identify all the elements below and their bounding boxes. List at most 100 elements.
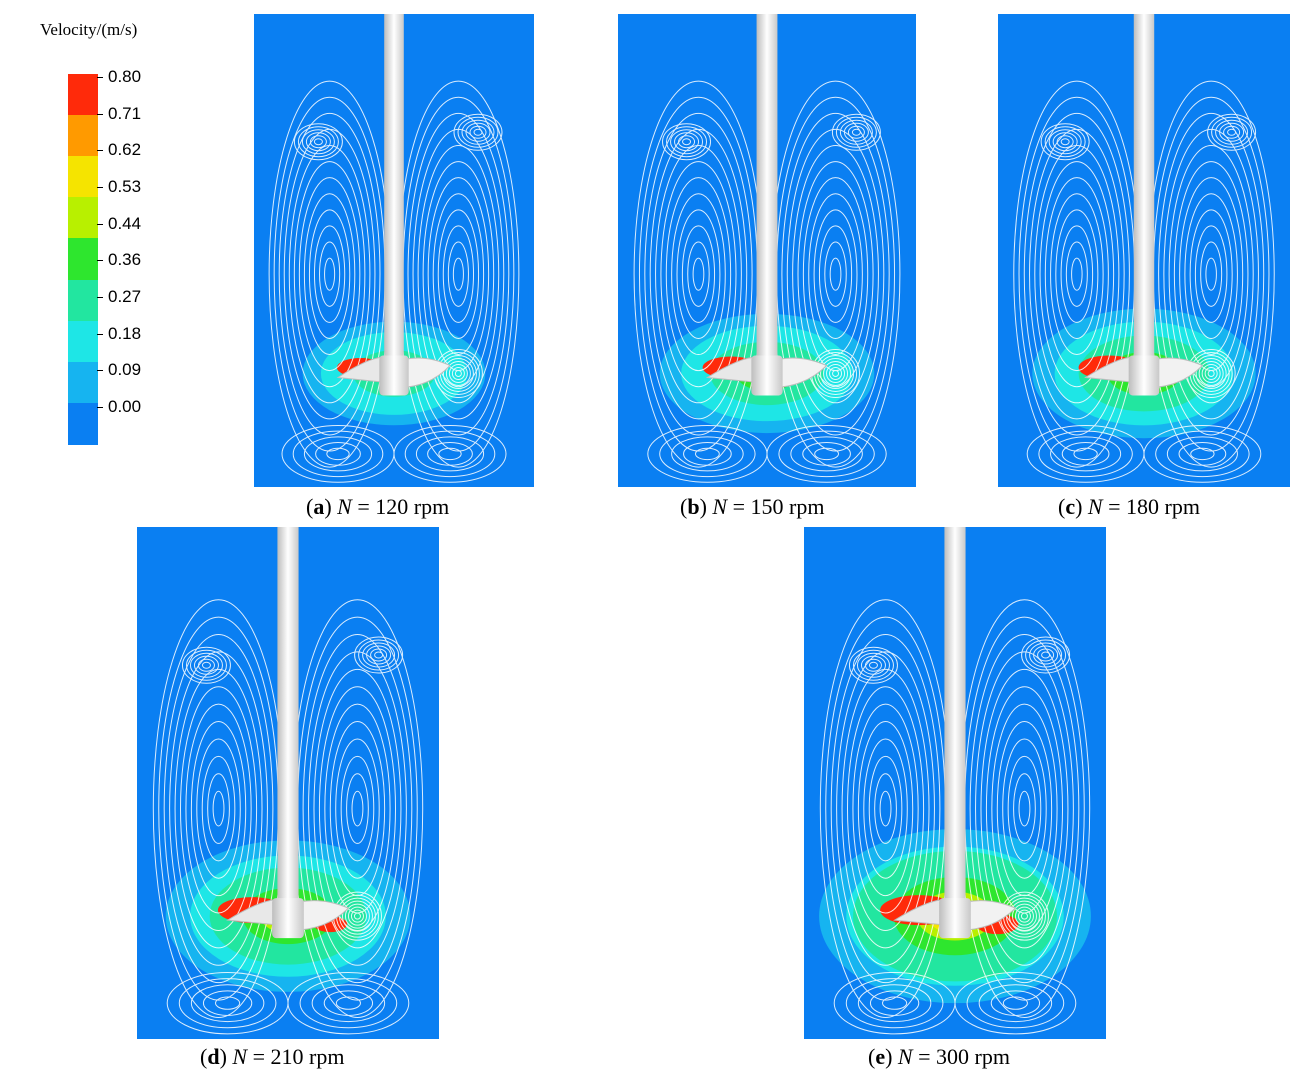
legend-tick	[97, 77, 103, 78]
upper-vortex	[1033, 645, 1059, 665]
legend-tick	[97, 297, 103, 298]
impeller-hub	[272, 898, 304, 939]
streamline-loop	[830, 634, 941, 984]
streamline-loop	[308, 209, 351, 339]
impeller-vortex	[353, 912, 361, 920]
streamline-loop	[190, 721, 247, 897]
streamline-loop	[1158, 112, 1265, 436]
streamline-loop	[874, 773, 897, 844]
bottom-loop	[287, 971, 410, 1035]
panel-b-velocity-field	[618, 14, 916, 487]
streamline-loop	[681, 225, 716, 323]
streamline-loop	[1023, 112, 1130, 436]
streamline-loop	[329, 721, 386, 897]
impeller-vortex	[1011, 903, 1037, 929]
impeller-hub	[1128, 355, 1160, 396]
bottom-loop	[1143, 425, 1262, 483]
caption-b: (b) N = 150 rpm	[680, 494, 825, 519]
upper-vortex	[189, 652, 223, 678]
streamline-loop	[985, 686, 1064, 931]
bottom-loop	[438, 447, 462, 461]
upper-vortex	[860, 655, 886, 675]
upper-vortex	[313, 138, 323, 146]
streamline-loop	[1065, 241, 1088, 307]
legend-color-segment	[68, 361, 98, 404]
impeller-vortex	[350, 909, 364, 923]
streamline-loop	[1060, 225, 1094, 323]
upper-vortex	[465, 122, 491, 142]
upper-vortex	[1219, 122, 1245, 142]
impeller-hub	[939, 898, 971, 939]
bottom-loop	[303, 436, 373, 472]
bottom-loop	[683, 442, 732, 466]
upper-vortex	[201, 661, 211, 669]
bottom-loop	[954, 971, 1077, 1035]
legend-color-segment	[68, 74, 98, 117]
legend-tick-label: 0.80	[108, 67, 142, 86]
legend-tick-label: 0.44	[108, 213, 142, 233]
upper-vortex	[1025, 639, 1067, 671]
impeller-vortex	[451, 366, 465, 380]
flow-field-svg	[618, 14, 916, 487]
bottom-loop	[869, 990, 920, 1016]
bottom-loop	[990, 990, 1041, 1016]
upper-vortex	[469, 125, 487, 139]
streamline-loop	[660, 161, 737, 388]
bottom-loop	[299, 978, 398, 1029]
streamline-loop	[351, 790, 364, 827]
bottom-loop	[404, 430, 496, 478]
impeller-vortex	[1198, 360, 1224, 386]
upper-vortex	[1052, 132, 1078, 152]
legend-color-segment	[68, 156, 98, 199]
streamlines	[819, 599, 1091, 1035]
upper-vortex	[185, 649, 227, 681]
streamline-loop	[879, 790, 892, 827]
upper-vortex	[293, 123, 343, 161]
streamline-loop	[841, 668, 930, 949]
streamline-loop	[687, 241, 710, 307]
legend-tick-label: 0.36	[108, 250, 142, 270]
caption-a: (a) N = 120 rpm	[306, 494, 450, 519]
streamline-loop	[692, 257, 705, 291]
streamline-loop	[813, 209, 858, 339]
streamline-loop	[1168, 144, 1254, 404]
legend-color-segment	[68, 279, 98, 322]
upper-vortex	[1056, 135, 1074, 149]
legend-tick	[97, 187, 103, 188]
legend-tick-label: 0.62	[108, 140, 142, 160]
bottom-loop	[802, 442, 851, 466]
streamline-loop	[437, 209, 480, 339]
legend-tick	[97, 150, 103, 152]
upper-vortex	[1223, 125, 1241, 139]
upper-vortex	[297, 126, 339, 158]
streamline-loop	[846, 686, 925, 931]
upper-vortex	[848, 646, 898, 684]
bottom-loop	[978, 984, 1053, 1023]
flow-field-svg	[804, 527, 1106, 1039]
legend-tick-label: 0.09	[108, 360, 142, 380]
streamline-loop	[174, 668, 263, 949]
streamline-loop	[319, 241, 341, 307]
legend-color-bar	[68, 74, 98, 445]
upper-vortex	[1060, 138, 1070, 146]
bottom-loop	[1166, 436, 1238, 472]
streamline-loop	[1071, 257, 1083, 291]
bottom-loop	[966, 978, 1065, 1029]
bottom-loop	[1190, 447, 1215, 461]
legend-tick-label: 0.00	[108, 397, 142, 416]
streamline-loop	[1039, 161, 1115, 388]
upper-vortex	[457, 116, 499, 148]
bottom-loop	[315, 442, 361, 466]
streamline-loop	[308, 651, 407, 966]
streamline-loop	[792, 144, 879, 404]
legend-color-segment	[68, 115, 98, 158]
bottom-loop	[814, 447, 840, 461]
impeller-vortex	[1008, 900, 1040, 932]
streamline-loop	[318, 686, 397, 931]
impeller-vortex	[1195, 357, 1227, 389]
impeller-vortex	[1017, 909, 1031, 923]
bottom-loop	[215, 996, 241, 1010]
bottom-loop	[323, 990, 374, 1016]
bottom-loop	[1073, 447, 1098, 461]
bottom-loop	[326, 447, 350, 461]
